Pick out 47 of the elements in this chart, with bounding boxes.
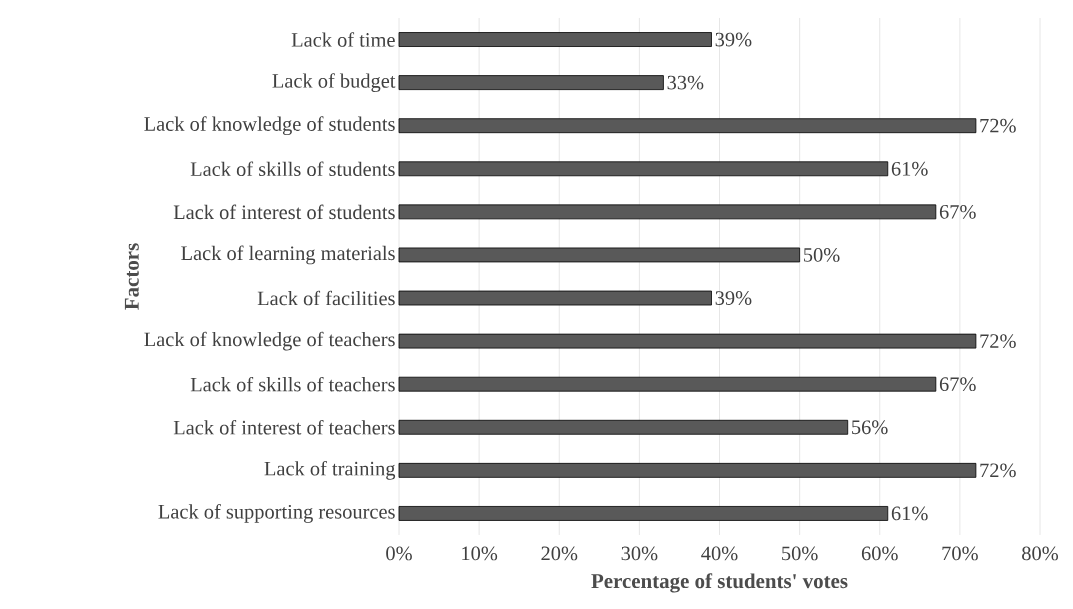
bar <box>398 376 937 392</box>
data-label: 56% <box>852 420 888 435</box>
bar <box>398 419 849 435</box>
data-label: 50% <box>804 248 840 262</box>
bar <box>398 204 937 220</box>
x-tick-label: 0% <box>386 546 412 561</box>
bar <box>398 161 889 177</box>
data-label: 67% <box>939 377 976 392</box>
y-tick-label: Lack of facilities <box>257 290 395 306</box>
data-label: 33% <box>667 75 704 90</box>
data-label: 39% <box>715 32 752 47</box>
y-tick-label: Lack of skills of teachers <box>190 376 395 392</box>
y-tick-label: Lack of time <box>291 32 395 47</box>
y-tick-label: Lack of budget <box>272 73 396 93</box>
x-tick-label: 60% <box>861 546 898 561</box>
x-axis-title: Percentage of students' votes <box>591 573 848 593</box>
x-tick-label: 80% <box>1022 546 1059 561</box>
data-label: 72% <box>980 463 1016 478</box>
bar <box>398 333 977 349</box>
y-tick-label: Lack of interest of students <box>173 204 395 220</box>
bar <box>398 118 977 134</box>
y-tick-label: Lack of supporting resources <box>158 504 395 523</box>
data-label: 61% <box>891 161 928 176</box>
x-tick-label: 30% <box>621 546 658 561</box>
y-tick-label: Lack of learning materials <box>181 245 395 265</box>
bar <box>398 32 712 47</box>
y-tick-label: Lack of training <box>264 460 396 480</box>
bar <box>398 462 977 478</box>
y-tick-label: Lack of knowledge of teachers <box>144 331 395 351</box>
data-label: 72% <box>980 334 1016 349</box>
bar <box>398 506 889 521</box>
y-axis-title: Factors <box>124 243 139 310</box>
bar <box>398 290 712 306</box>
bar <box>398 75 664 91</box>
x-tick-label: 40% <box>701 546 738 561</box>
y-tick-label: Lack of skills of students <box>190 161 395 177</box>
y-tick-label: Lack of interest of teachers <box>173 420 395 435</box>
y-tick-label: Lack of knowledge of students <box>144 116 395 136</box>
x-tick-label: 70% <box>942 546 978 561</box>
x-tick-label: 50% <box>782 546 818 561</box>
bar <box>398 247 801 263</box>
data-label: 61% <box>891 506 928 521</box>
data-label: 67% <box>939 204 976 219</box>
data-label: 39% <box>715 291 752 305</box>
data-label: 72% <box>980 118 1016 133</box>
x-tick-label: 20% <box>541 546 578 561</box>
x-tick-label: 10% <box>462 546 498 561</box>
